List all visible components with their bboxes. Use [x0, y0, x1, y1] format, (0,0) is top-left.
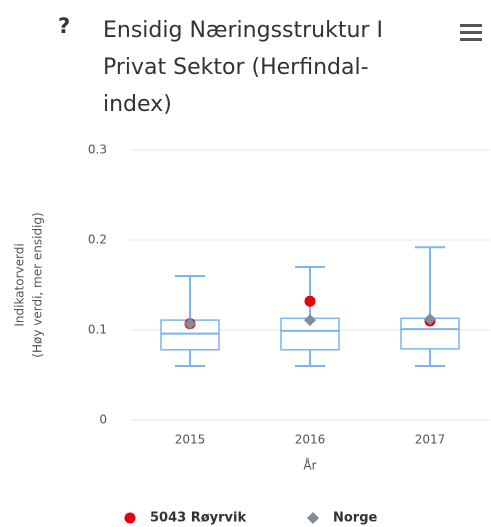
y-axis-label: (Høy verdi, mer ensidig): [31, 212, 45, 357]
y-tick-label: 0.3: [88, 143, 107, 157]
y-tick-label: 0.2: [88, 233, 107, 247]
x-tick-label: 2015: [175, 433, 206, 447]
menu-bar: [460, 24, 482, 27]
legend-label: 5043 Røyrvik: [150, 511, 246, 526]
menu-icon[interactable]: [460, 24, 482, 41]
point: [304, 295, 316, 307]
y-tick-label: 0.1: [88, 323, 107, 337]
point: [304, 314, 316, 327]
chart-title: Ensidig Næringsstruktur I Privat Sektor …: [103, 18, 383, 117]
menu-bar: [460, 31, 482, 34]
menu-bar: [460, 38, 482, 41]
x-tick-label: 2017: [415, 433, 446, 447]
y-tick-label: 0: [99, 413, 107, 427]
legend-label: Norge: [333, 511, 378, 526]
x-axis-label: År: [303, 458, 316, 473]
legend-marker: [307, 512, 319, 524]
help-icon[interactable]: ?: [58, 14, 71, 38]
legend-marker: [124, 512, 136, 524]
point: [424, 313, 436, 326]
point: [184, 317, 196, 330]
x-tick-label: 2016: [295, 433, 326, 447]
y-axis-label: Indikatorverdi: [13, 243, 27, 326]
